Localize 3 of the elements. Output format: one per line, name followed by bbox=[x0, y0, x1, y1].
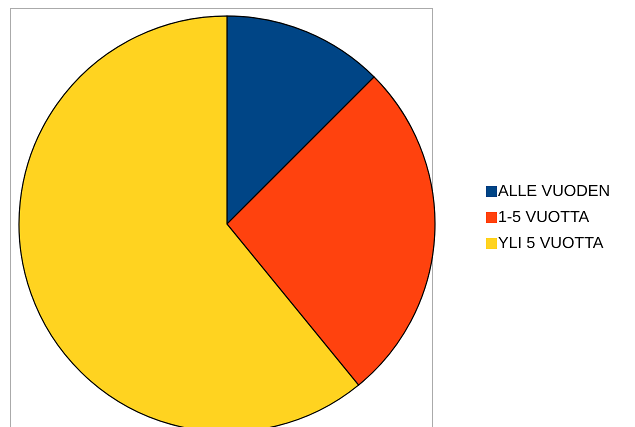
legend-label: 1-5 VUOTTA bbox=[498, 208, 590, 226]
legend-label: YLI 5 VUOTTA bbox=[498, 234, 604, 252]
legend-label: ALLE VUODEN bbox=[498, 182, 610, 200]
